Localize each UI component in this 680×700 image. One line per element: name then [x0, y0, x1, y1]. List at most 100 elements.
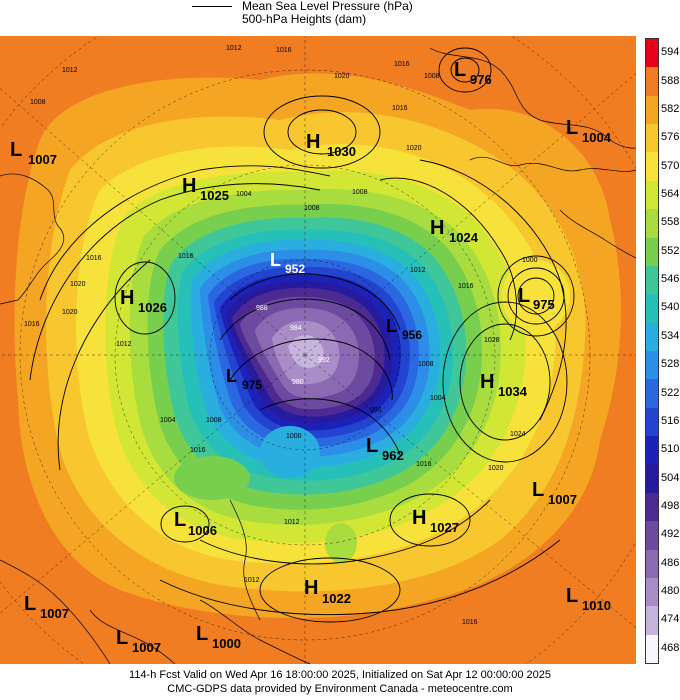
contour-label: 980 [292, 379, 304, 386]
colorbar-segment [646, 521, 658, 551]
mslp-legend-line [192, 6, 232, 7]
pressure-center-value: 1000 [212, 636, 241, 651]
height-colorbar [645, 38, 659, 664]
pressure-center-letter: L [24, 593, 36, 615]
pressure-center-value: 976 [470, 72, 492, 87]
colorbar-label: 540 [661, 301, 680, 314]
colorbar-label: 528 [661, 358, 680, 371]
contour-label: 992 [318, 357, 330, 364]
contour-label: 1020 [70, 281, 86, 288]
contour-label: 1008 [352, 189, 368, 196]
contour-label: 1016 [190, 447, 206, 454]
height-field-474 [288, 335, 324, 368]
forecast-valid-text: 114-h Fcst Valid on Wed Apr 16 18:00:00 … [129, 669, 551, 681]
pressure-center-value: 1010 [582, 598, 611, 613]
pressure-center-letter: L [454, 59, 466, 81]
contour-label: 1004 [160, 417, 176, 424]
colorbar-segment [646, 209, 658, 239]
heights-legend-label: 500-hPa Heights (dam) [242, 12, 367, 26]
contour-label: 1012 [244, 577, 260, 584]
pressure-center-letter: L [566, 117, 578, 139]
colorbar-segment [646, 237, 658, 267]
pressure-center-letter: H [304, 577, 318, 599]
height-field-blob [174, 456, 250, 500]
contour-label: 1008 [424, 73, 440, 80]
contour-label: 1028 [484, 337, 500, 344]
colorbar-label: 564 [661, 188, 680, 200]
contour-label: 1020 [334, 73, 350, 80]
colorbar-segment [646, 492, 658, 522]
pressure-center-value: 1004 [582, 130, 612, 145]
mslp-legend-label: Mean Sea Level Pressure (hPa) [242, 0, 413, 13]
colorbar-label: 588 [661, 74, 680, 87]
colorbar-label: 594 [661, 46, 680, 59]
pressure-center-value: 975 [533, 297, 555, 312]
contour-label: 1012 [284, 519, 300, 526]
colorbar-segment [646, 464, 658, 494]
pressure-center-value: 1007 [40, 606, 69, 621]
pressure-center-value: 1030 [327, 144, 356, 159]
colorbar-label: 534 [661, 329, 680, 342]
contour-label: 1008 [206, 417, 222, 424]
colorbar-segment [646, 436, 658, 465]
colorbar-label: 582 [661, 102, 680, 115]
colorbar-segment [646, 39, 658, 68]
pressure-center-value: 1007 [28, 152, 57, 167]
colorbar-label: 474 [661, 613, 680, 626]
contour-label: 1004 [430, 395, 446, 402]
pressure-center-value: 1007 [548, 492, 577, 507]
pressure-center-letter: H [306, 131, 320, 153]
pressure-center-value: 956 [402, 328, 422, 342]
pressure-center-value: 1025 [200, 188, 229, 203]
pressure-center-letter: L [270, 250, 281, 270]
pressure-center-value: 952 [285, 262, 305, 276]
colorbar-segment [646, 379, 658, 409]
pressure-center-letter: L [116, 627, 128, 649]
contour-label: 1012 [226, 45, 242, 52]
weather-map: L 976 L 1007 H 1030 L 1004 H 1025 H 1024… [0, 36, 636, 664]
data-credit-text: CMC-GDPS data provided by Environment Ca… [167, 683, 513, 695]
colorbar-label: 498 [661, 500, 680, 512]
pressure-center-letter: H [120, 287, 134, 309]
colorbar-segment [646, 95, 658, 125]
lat-lon-grid [0, 36, 636, 664]
pressure-center-letter: L [366, 435, 378, 457]
pressure-center-value: 1034 [498, 384, 528, 399]
colorbar-label: 576 [661, 131, 680, 144]
contour-label: 1016 [458, 283, 474, 290]
pressure-centers: L 976 L 1007 H 1030 L 1004 H 1025 H 1024… [10, 59, 612, 655]
contour-label: 1012 [116, 341, 132, 348]
height-field-blob [502, 260, 570, 332]
pressure-center-value: 975 [242, 378, 262, 392]
colorbar-segment [646, 322, 658, 352]
colorbar-label: 468 [661, 641, 680, 654]
contour-label: 1016 [462, 619, 478, 626]
contour-label: 1016 [394, 61, 410, 68]
pressure-center-value: 1024 [449, 230, 479, 245]
contour-label: 996 [370, 407, 382, 414]
colorbar-segment [646, 549, 658, 579]
colorbar-label: 552 [661, 244, 680, 257]
contour-label: 1008 [304, 205, 320, 212]
colorbar-label: 546 [661, 273, 680, 286]
colorbar-segment [646, 180, 658, 210]
height-field-blob [325, 523, 357, 563]
pressure-center-letter: L [386, 316, 397, 336]
colorbar-segment [646, 634, 658, 664]
contour-label: 1000 [286, 433, 302, 440]
contour-label: 1016 [24, 321, 40, 328]
pressure-center-letter: H [182, 175, 196, 197]
contour-label: 1008 [30, 99, 46, 106]
colorbar-segment [646, 407, 658, 437]
pressure-center-value: 962 [382, 448, 404, 463]
pressure-center-letter: L [226, 366, 237, 386]
pressure-center-letter: L [174, 509, 186, 531]
colorbar-label: 486 [661, 556, 680, 569]
pressure-center-letter: H [480, 371, 494, 393]
pressure-center-value: 1007 [132, 640, 161, 655]
footer: 114-h Fcst Valid on Wed Apr 16 18:00:00 … [0, 668, 680, 696]
contour-label: 1024 [510, 431, 526, 438]
colorbar-label: 480 [661, 585, 680, 598]
colorbar-label: 510 [661, 443, 680, 456]
legend-header: Mean Sea Level Pressure (hPa) 500-hPa He… [0, 0, 680, 36]
